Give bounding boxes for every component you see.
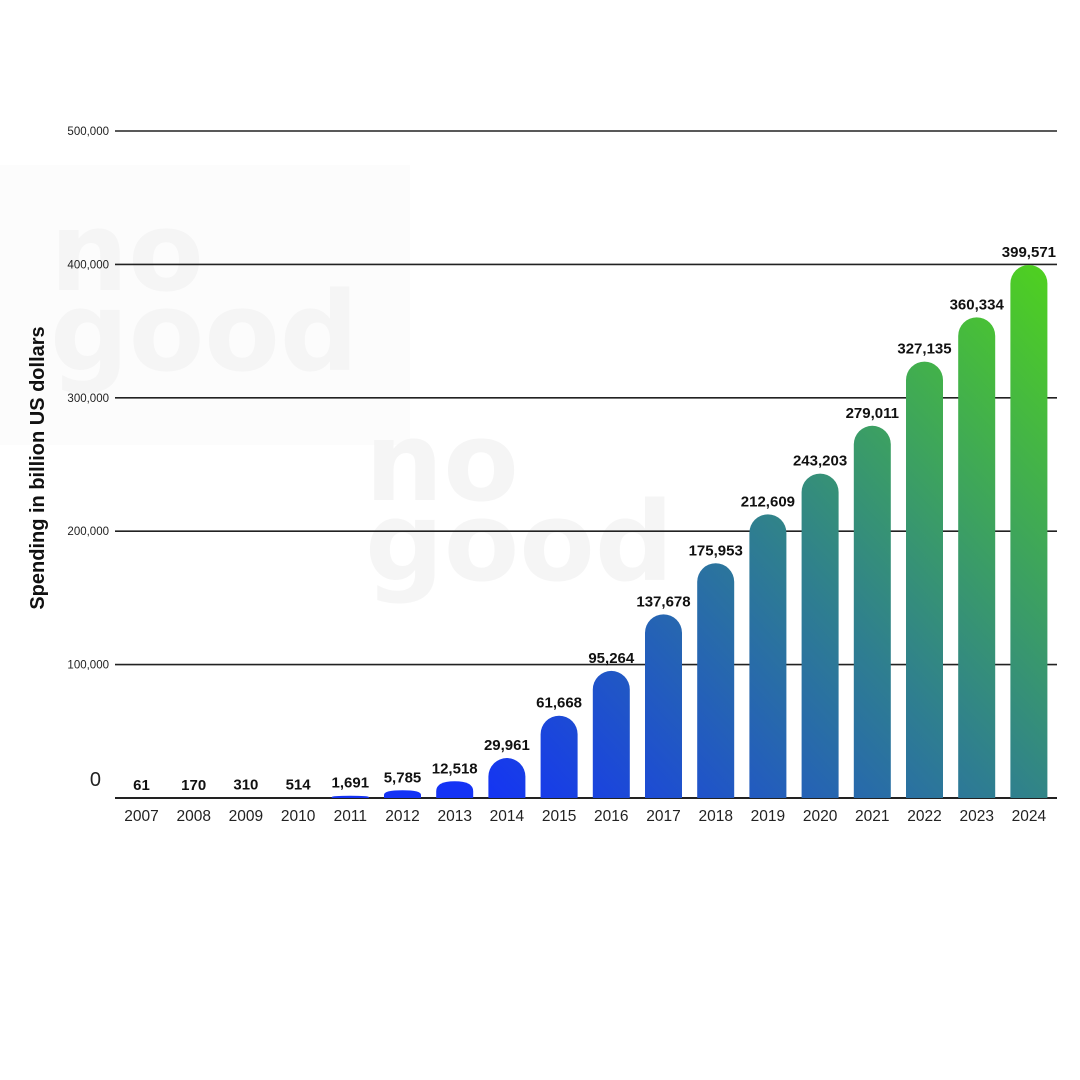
y-tick-label: 0 bbox=[90, 769, 101, 791]
x-tick-label: 2018 bbox=[698, 808, 732, 825]
value-label: 61,668 bbox=[536, 695, 582, 712]
value-label: 212,609 bbox=[741, 493, 795, 510]
svg-text:good: good bbox=[50, 268, 359, 396]
svg-text:no: no bbox=[365, 398, 519, 526]
x-tick-label: 2019 bbox=[751, 808, 785, 825]
bar-2012 bbox=[384, 790, 421, 798]
value-label: 514 bbox=[286, 776, 312, 793]
bar-2020 bbox=[801, 473, 839, 798]
value-label: 310 bbox=[233, 777, 258, 794]
x-axis-labels: 2007 2008 2009 2010 2011 2012 2013 2014 2015 2016… bbox=[124, 808, 1046, 825]
value-label: 279,011 bbox=[846, 405, 899, 422]
x-tick-label: 2008 bbox=[176, 808, 210, 825]
bar-2016 bbox=[592, 670, 630, 798]
svg-text:no: no bbox=[50, 188, 204, 316]
x-tick-label: 2021 bbox=[855, 808, 889, 825]
value-label: 170 bbox=[181, 777, 206, 794]
bar-2024 bbox=[1010, 264, 1048, 798]
x-tick-label: 2022 bbox=[907, 808, 941, 825]
bars bbox=[331, 264, 1048, 798]
bar-2021 bbox=[853, 425, 891, 798]
value-label: 29,961 bbox=[484, 737, 530, 754]
bar-2017 bbox=[645, 614, 682, 798]
x-tick-label: 2012 bbox=[385, 808, 419, 825]
value-label: 175,953 bbox=[689, 542, 743, 559]
value-label: 327,135 bbox=[897, 341, 951, 358]
x-tick-label: 2023 bbox=[959, 808, 993, 825]
value-label: 12,518 bbox=[432, 760, 478, 777]
value-label: 137,678 bbox=[636, 593, 690, 610]
y-tick-label: 100,000 bbox=[67, 660, 109, 672]
value-label: 399,571 bbox=[1002, 244, 1056, 261]
x-tick-label: 2017 bbox=[646, 808, 680, 825]
y-tick-label: 400,000 bbox=[67, 259, 109, 271]
x-tick-label: 2009 bbox=[229, 808, 263, 825]
y-axis-title: Spending in billion US dollars bbox=[27, 326, 49, 609]
bar-2022 bbox=[906, 361, 943, 798]
x-tick-label: 2014 bbox=[490, 808, 525, 825]
bar-2018 bbox=[697, 563, 735, 798]
bar-2019 bbox=[749, 514, 787, 798]
value-label: 360,334 bbox=[950, 296, 1005, 313]
x-tick-label: 2020 bbox=[803, 808, 838, 825]
x-tick-label: 2013 bbox=[437, 808, 471, 825]
value-label: 243,203 bbox=[793, 453, 847, 470]
bar-2013 bbox=[436, 781, 474, 798]
bar-2015 bbox=[540, 715, 578, 798]
gridlines: 0 100,000 200,000 300,000 400,000 500,000 bbox=[67, 126, 1057, 799]
x-tick-label: 2007 bbox=[124, 808, 158, 825]
value-labels: 61 170 310 514 1,691 5,785 12,518 29,961 61,668 9… bbox=[133, 244, 1056, 794]
x-tick-label: 2010 bbox=[281, 808, 316, 825]
bar-2023 bbox=[958, 317, 996, 798]
x-tick-label: 2024 bbox=[1012, 808, 1047, 825]
x-tick-label: 2016 bbox=[594, 808, 628, 825]
y-tick-label: 300,000 bbox=[67, 393, 109, 405]
x-tick-label: 2011 bbox=[334, 808, 367, 825]
value-label: 95,264 bbox=[588, 650, 635, 667]
bar-2014 bbox=[488, 758, 526, 798]
value-label: 1,691 bbox=[332, 775, 370, 792]
value-label: 5,785 bbox=[384, 769, 422, 786]
svg-text:good: good bbox=[365, 478, 674, 606]
y-tick-label: 500,000 bbox=[67, 126, 109, 138]
value-label: 61 bbox=[133, 777, 150, 794]
y-tick-label: 200,000 bbox=[67, 526, 109, 538]
bar-2011 bbox=[331, 795, 369, 798]
x-tick-label: 2015 bbox=[542, 808, 576, 825]
